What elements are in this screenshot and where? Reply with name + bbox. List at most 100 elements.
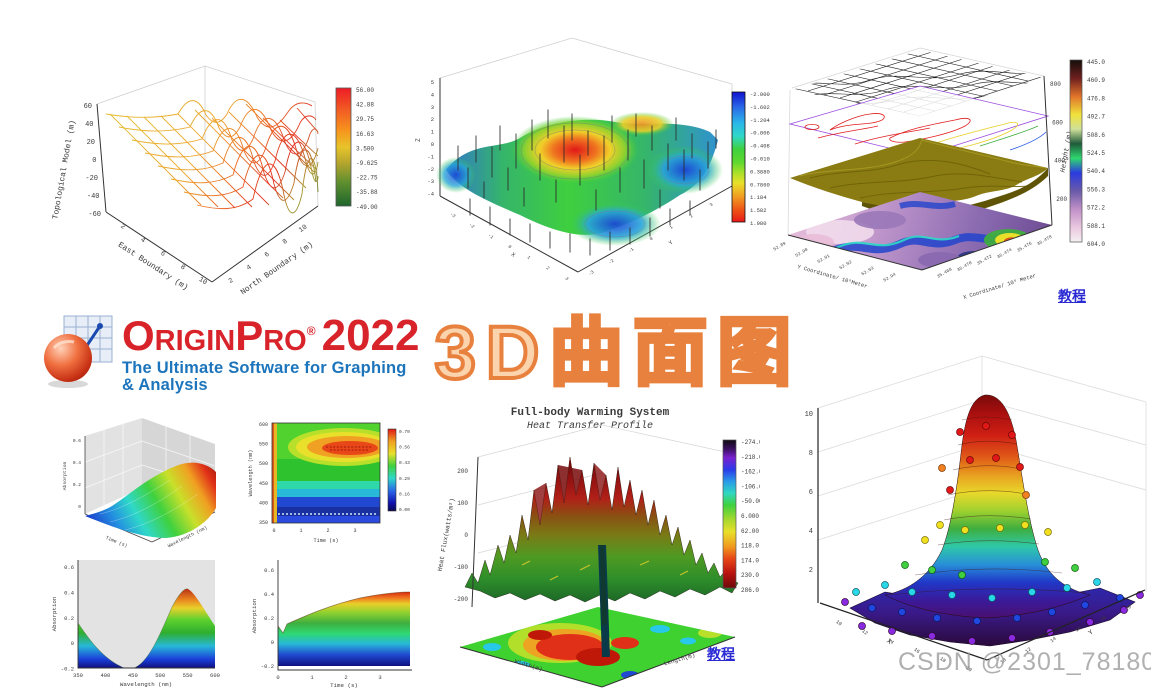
- tick-label: -274.0: [741, 439, 760, 446]
- tick-label: 492.7: [1087, 114, 1105, 121]
- surface-edge: [77, 588, 189, 668]
- surface-highlights: [521, 457, 689, 657]
- tick-label: 16: [912, 647, 920, 655]
- tick-label: 18: [938, 656, 946, 664]
- tick-label: 0.6: [73, 438, 81, 444]
- y-axis: 0.6 0.4 0.2 0 -0.2 Absorption: [51, 564, 75, 673]
- heatmap: [272, 423, 380, 523]
- axis-lines: [459, 456, 736, 688]
- tick-label: 572.2: [1087, 205, 1105, 212]
- axis-lines: [787, 75, 1053, 271]
- y-axis: -3 -2 -1 0 1 2 3 Y: [587, 201, 714, 277]
- tick-label: -106.0: [741, 483, 760, 490]
- tick-label: 35.476: [1016, 240, 1033, 253]
- tick-label: 604.0: [1087, 241, 1105, 248]
- tick-label: 4: [245, 264, 253, 273]
- z-axis: 0.6 0.4 0.2 0 Absorption: [62, 438, 81, 510]
- tick-label: 460.9: [1087, 77, 1105, 84]
- brand-tagline: The Ultimate Software for Graphing & Ana…: [122, 359, 407, 394]
- tick-label: -2: [468, 222, 476, 230]
- tick-label: -40: [87, 193, 100, 201]
- tick-label: 2: [545, 265, 551, 272]
- z-axis-title: Z: [415, 138, 422, 142]
- tick-label: 500: [259, 461, 268, 467]
- tick-label: 62.00: [741, 528, 759, 535]
- tick-label: 52.93: [860, 265, 875, 277]
- tick-label: -1: [627, 246, 635, 254]
- tutorial-link-heat[interactable]: 教程: [707, 646, 735, 662]
- axis-lines: [817, 408, 1146, 661]
- y-axis: 0.6 0.4 0.2 0 -0.2 Absorption: [251, 567, 275, 670]
- y-axis-title: Absorption: [51, 597, 58, 632]
- z-axis: 5 4 3 2 1 0 -1 -2 -3 -4 Z: [415, 79, 435, 198]
- axis-lines: [96, 103, 319, 283]
- tick-label: 0.29: [399, 476, 410, 482]
- z-axis-title: Heat Flux(watts/m²): [437, 498, 457, 572]
- tick-label: 52.91: [816, 253, 831, 265]
- tick-label: 6: [159, 250, 167, 259]
- origin-logo-icon: [44, 315, 113, 388]
- tick-label: 2: [344, 674, 347, 681]
- tick-label: 0: [648, 236, 654, 243]
- tick-label: -1.602: [750, 104, 770, 111]
- tick-label: 12: [1024, 646, 1032, 654]
- tick-label: -0.2: [61, 666, 74, 673]
- tick-label: 0.70: [399, 429, 410, 435]
- surface-contours: [99, 479, 199, 531]
- tick-label: 508.6: [1087, 132, 1105, 139]
- chart-topological-wireframe: 60 40 20 0 -20 -40 -60 Topological Model (m) 2…: [0, 20, 380, 300]
- tick-label: -100: [454, 564, 469, 571]
- axis-lines: [277, 560, 412, 671]
- tick-label: 400: [100, 672, 110, 679]
- surface: [85, 462, 216, 538]
- tick-label: 20: [1124, 604, 1132, 612]
- tick-label: -9.625: [356, 160, 378, 167]
- tick-label: 0.2: [264, 615, 274, 622]
- tutorial-link-layered[interactable]: 教程: [1058, 288, 1086, 304]
- tick-label: 8: [809, 450, 813, 458]
- tick-label: 400: [259, 500, 268, 506]
- x-axis-title: X Coordinate/ 10⁶ Meter: [962, 272, 1037, 301]
- colorbar: -2.000 -1.602 -1.204 -0.8060 -0.4080 -0.01000…: [731, 91, 776, 227]
- tick-label: 1: [431, 129, 435, 136]
- tick-label: 8: [179, 263, 187, 272]
- tick-label: -1: [487, 232, 495, 240]
- tick-label: 450: [259, 481, 268, 487]
- tick-label: 35.470: [956, 260, 973, 273]
- tick-label: -20: [85, 175, 98, 183]
- tick-label: 0.16: [399, 491, 410, 497]
- tick-label: 5: [431, 79, 434, 86]
- tick-label: 52.92: [838, 259, 853, 271]
- y-axis-title: Y Coordinate/ 10⁶Meter: [797, 263, 869, 290]
- x-axis-title: Time (s): [330, 682, 358, 688]
- tick-label: 35.472: [976, 253, 993, 266]
- tick-label: 20: [87, 139, 95, 147]
- tick-label: 0.00: [399, 507, 410, 513]
- tick-label: 35.474: [996, 247, 1013, 260]
- tick-label: 4: [431, 91, 435, 98]
- tick-label: 2: [431, 116, 434, 123]
- tick-label: 2: [227, 277, 235, 286]
- chart-topological-wireframe-svg: 60 40 20 0 -20 -40 -60 Topological Model (m) 2…: [51, 65, 378, 297]
- tick-label: 1: [299, 528, 302, 534]
- tick-label: 2: [809, 567, 813, 575]
- tick-label: 0: [78, 504, 81, 510]
- tick-label: 4: [139, 236, 147, 245]
- tick-label: -3: [427, 178, 434, 185]
- z-axis: 60 40 20 0 -20 -40 -60 Topological Model (m): [51, 103, 101, 220]
- tick-label: 6.000: [741, 513, 759, 520]
- tick-label: 350: [73, 672, 83, 679]
- tick-label: 0.4: [264, 591, 275, 598]
- tick-label: 42.88: [356, 102, 374, 109]
- chart-subtitle: Heat Transfer Profile: [527, 420, 653, 432]
- tick-label: 0.3880: [750, 168, 770, 175]
- tick-label: 0.6: [64, 564, 74, 571]
- tick-label: 10: [805, 411, 813, 419]
- tick-label: -49.00: [356, 204, 378, 211]
- tick-label: -2.000: [750, 91, 770, 98]
- tick-label: 4: [809, 528, 813, 536]
- banner-title: 3D曲面图: [433, 309, 802, 396]
- tick-label: 2: [119, 223, 127, 232]
